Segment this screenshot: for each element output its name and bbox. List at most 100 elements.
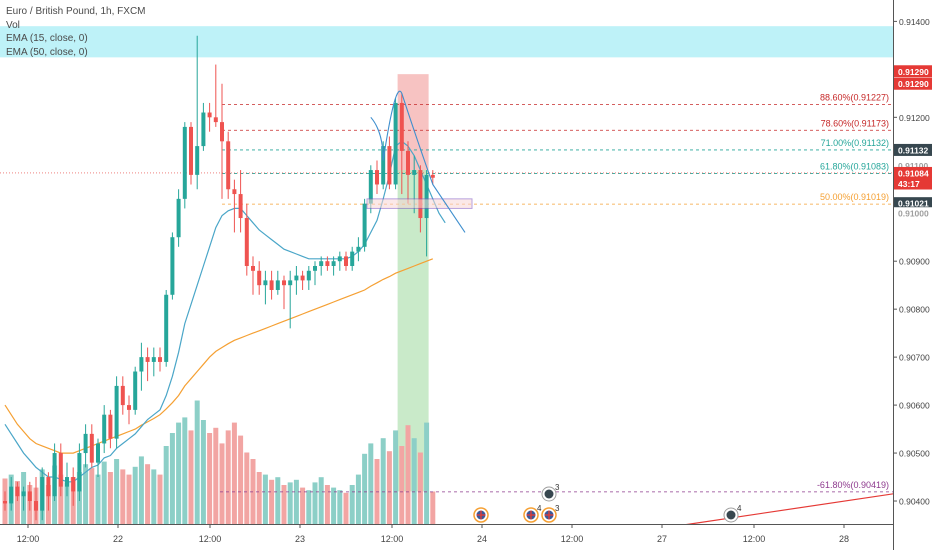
volume-bar <box>411 438 417 524</box>
price-axis-label: 0.91290 <box>894 65 932 78</box>
candle-body <box>27 491 32 502</box>
volume-bar <box>182 417 188 524</box>
trend-line <box>669 487 932 528</box>
ema-50-line <box>4 258 434 454</box>
candle-body <box>337 256 342 262</box>
candle-body <box>83 433 88 454</box>
event-marker: 3 <box>541 483 560 502</box>
volume-bar <box>343 492 349 524</box>
volume-bar <box>107 472 113 524</box>
legend-volume[interactable]: Vol <box>6 19 20 31</box>
volume-bar <box>417 452 423 524</box>
price-label-text: 43:17 <box>898 179 920 189</box>
fib-layer: 88.60%(0.91227) 78.60%(0.91173) 71.00%(0.9… <box>0 92 893 493</box>
candle-body <box>244 218 249 266</box>
price-tick-label: 0.90500 <box>899 449 930 459</box>
candle-body <box>418 170 423 219</box>
volume-bar <box>300 487 306 524</box>
candle-body <box>387 146 392 185</box>
legend-ema-fast[interactable]: EMA (15, close, 0) <box>6 33 88 44</box>
volume-bar <box>244 452 250 524</box>
candle-body <box>288 280 293 286</box>
price-tick-label: 0.91400 <box>899 17 930 27</box>
chart-legend: Euro / British Pound, 1h, FXCM Vol EMA (… <box>6 5 146 59</box>
candle-body <box>40 477 45 511</box>
candle-body <box>226 141 231 190</box>
volume-bar <box>14 481 20 524</box>
volume-bar <box>231 422 237 524</box>
projection-path <box>370 90 466 233</box>
candle-body <box>263 280 268 286</box>
volume-bar <box>101 461 107 524</box>
time-tick-label: 12:00 <box>743 534 766 544</box>
candle-body <box>34 501 38 511</box>
candle-body <box>182 126 187 199</box>
volume-bar <box>355 474 361 524</box>
candle-body <box>362 203 367 247</box>
event-marker: 4 <box>723 504 742 523</box>
candle-body <box>21 491 26 497</box>
candle-body <box>356 246 361 252</box>
candle-body <box>393 102 398 185</box>
event-count-badge: 4 <box>537 504 542 513</box>
event-count-badge: 3 <box>555 483 560 492</box>
candle-body <box>257 270 262 286</box>
fib-level-label: 88.60%(0.91227) <box>820 92 889 102</box>
legend-symbol[interactable]: Euro / British Pound, 1h, FXCM <box>6 6 146 17</box>
event-marker <box>473 507 489 523</box>
volume-bar <box>430 491 436 524</box>
price-label-bg <box>894 166 932 179</box>
candle-body <box>170 237 175 295</box>
time-tick-label: 12:00 <box>17 534 40 544</box>
legend-ema-slow[interactable]: EMA (50, close, 0) <box>6 46 88 58</box>
price-tick-label: 0.90700 <box>899 353 930 363</box>
time-tick-label: 22 <box>113 534 123 544</box>
volume-bar <box>380 438 386 524</box>
candle-body <box>9 486 14 504</box>
volume-bar <box>114 459 120 524</box>
volume-bar <box>151 469 157 524</box>
volume-bar <box>126 474 132 524</box>
volume-bar <box>138 456 144 524</box>
price-tick-label: 0.90400 <box>899 497 930 507</box>
candle-body <box>300 275 305 281</box>
candle-body <box>232 189 237 195</box>
time-tick-label: 24 <box>477 534 487 544</box>
candle-body <box>213 117 218 123</box>
volume-bar <box>386 451 392 524</box>
candle-body <box>77 453 82 492</box>
price-label-text: 0.91132 <box>898 145 929 155</box>
price-label-bg <box>894 77 932 90</box>
volume-bar <box>89 468 95 524</box>
time-tick-label: 12:00 <box>381 534 404 544</box>
candles-layer <box>3 35 435 521</box>
price-label-text: 0.91000 <box>898 209 929 219</box>
volume-bar <box>213 427 219 524</box>
time-tick-label: 27 <box>657 534 667 544</box>
volume-bar <box>64 482 70 524</box>
volume-bar <box>95 474 101 524</box>
candle-body <box>189 126 193 175</box>
candle-body <box>368 170 373 204</box>
price-tick-label: 0.90600 <box>899 401 930 411</box>
volume-bar <box>306 490 312 524</box>
candle-body <box>71 477 76 492</box>
volume-bar <box>219 443 225 524</box>
candle-body <box>145 357 150 362</box>
price-axis-label: 0.91021 <box>894 197 932 210</box>
candle-body <box>114 385 119 439</box>
price-label-text: 0.91021 <box>898 199 929 209</box>
volume-bar <box>225 430 231 524</box>
event-marker: 4 <box>523 504 542 523</box>
candle-body <box>158 357 162 362</box>
candle-body <box>424 174 429 219</box>
candle-body <box>220 122 224 142</box>
event-marker: 3 <box>541 504 560 523</box>
volume-bar <box>83 464 89 524</box>
candle-body <box>3 501 7 504</box>
fib-level-label: 61.80%(0.91083) <box>820 161 889 171</box>
